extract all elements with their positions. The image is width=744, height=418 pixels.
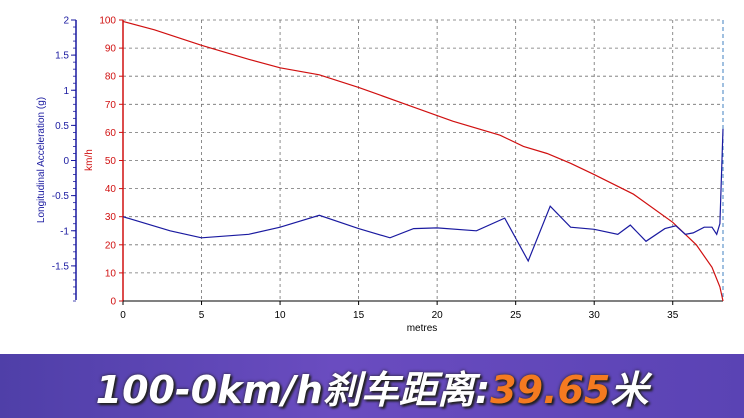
accel-series-line bbox=[122, 128, 724, 263]
accel-tick-label: -1.5 bbox=[52, 261, 70, 272]
speed-tick-label: 10 bbox=[105, 268, 117, 279]
banner-value: 39.65 bbox=[490, 367, 611, 412]
accel-axis-title: Longitudinal Acceleration (g) bbox=[36, 97, 47, 223]
speed-axis-title: km/h bbox=[84, 149, 95, 171]
accel-tick-label: 2 bbox=[63, 16, 69, 27]
banner-label: 100-0km/h刹车距离: bbox=[95, 367, 491, 412]
speed-tick-label: 60 bbox=[105, 128, 117, 139]
x-axis-title: metres bbox=[407, 323, 438, 334]
x-tick-label: 35 bbox=[667, 310, 679, 321]
chart-series bbox=[122, 20, 724, 302]
accel-tick-label: -0.5 bbox=[52, 191, 70, 202]
speed-tick-label: 40 bbox=[105, 184, 117, 195]
accel-tick-label: 0.5 bbox=[55, 121, 69, 132]
speed-series-line bbox=[122, 20, 724, 302]
chart-background bbox=[0, 0, 744, 354]
x-tick-label: 20 bbox=[432, 310, 444, 321]
braking-distance-banner: 100-0km/h刹车距离:39.65米 bbox=[0, 354, 744, 418]
chart-ticks: 0 5 10 15 20 25 30 35010203040506070809010021.5… bbox=[52, 16, 679, 322]
x-tick-label: 10 bbox=[275, 310, 287, 321]
speed-tick-label: 30 bbox=[105, 212, 117, 223]
speed-tick-label: 90 bbox=[105, 44, 117, 55]
speed-tick-label: 20 bbox=[105, 240, 117, 251]
speed-tick-label: 80 bbox=[105, 72, 117, 83]
x-tick-label: 0 bbox=[120, 310, 126, 321]
speed-tick-label: 0 bbox=[110, 297, 116, 308]
chart-grid bbox=[123, 19, 723, 301]
x-tick-label: 15 bbox=[353, 310, 365, 321]
speed-tick-label: 100 bbox=[99, 16, 116, 27]
banner-unit: 米 bbox=[610, 367, 649, 412]
accel-tick-label: -1 bbox=[60, 226, 69, 237]
x-tick-label: 5 bbox=[199, 310, 205, 321]
accel-tick-label: 0 bbox=[63, 156, 69, 167]
speed-tick-label: 70 bbox=[105, 100, 117, 111]
speed-tick-label: 50 bbox=[105, 156, 117, 167]
braking-chart: 0 5 10 15 20 25 30 35010203040506070809010021.5… bbox=[0, 0, 744, 354]
x-tick-label: 30 bbox=[589, 310, 601, 321]
accel-tick-label: 1 bbox=[63, 86, 69, 97]
x-tick-label: 25 bbox=[510, 310, 522, 321]
accel-tick-label: 1.5 bbox=[55, 51, 69, 62]
banner-text: 100-0km/h刹车距离:39.65米 bbox=[96, 359, 649, 414]
